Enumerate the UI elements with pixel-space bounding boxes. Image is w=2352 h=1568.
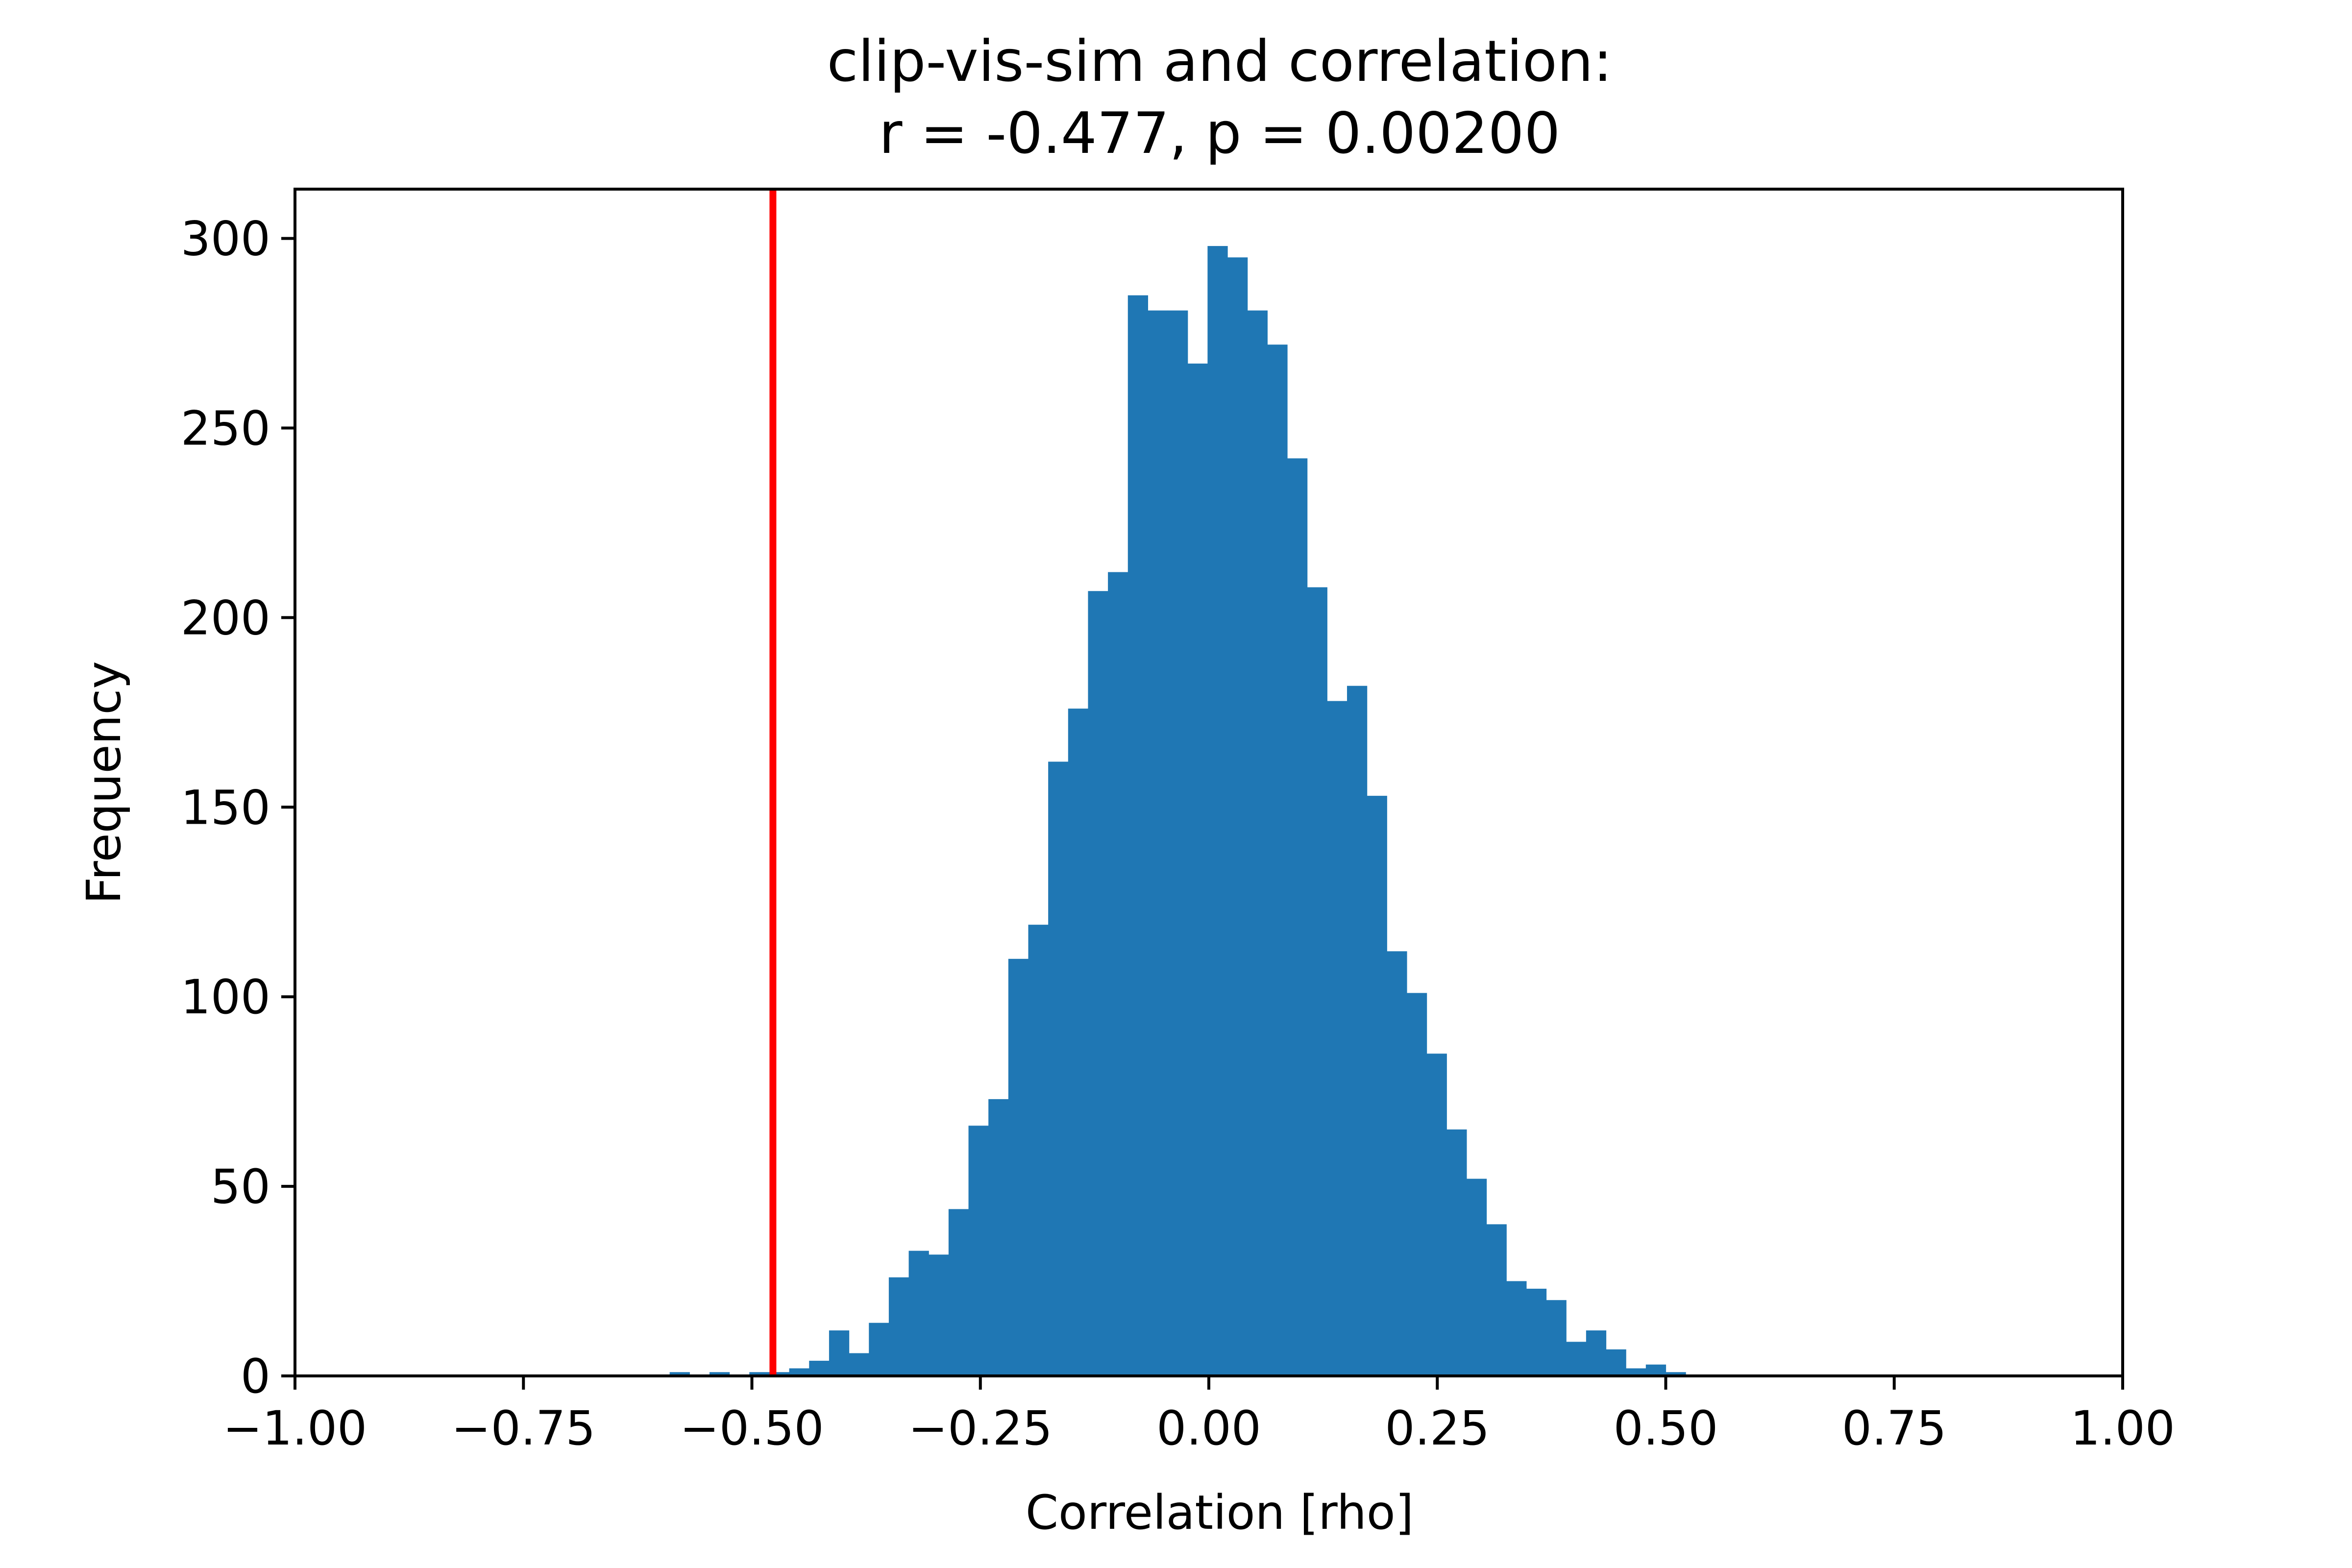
histogram-bar	[1247, 310, 1268, 1376]
chart-title-line-2: r = -0.477, p = 0.00200	[879, 100, 1561, 167]
histogram-bar	[929, 1254, 949, 1376]
histogram-bar	[1645, 1364, 1666, 1376]
histogram-bar	[948, 1209, 969, 1376]
histogram-bar	[1148, 310, 1168, 1376]
y-tick-label: 0	[241, 1349, 270, 1404]
chart-title-line-1: clip-vis-sim and correlation:	[827, 28, 1613, 95]
histogram-bar	[1566, 1342, 1587, 1376]
histogram-bar	[1506, 1281, 1527, 1376]
histogram-bar	[869, 1323, 889, 1376]
histogram-bar	[1606, 1349, 1626, 1376]
y-tick-label: 150	[181, 780, 270, 835]
histogram-bar	[1426, 1054, 1447, 1376]
histogram-bar	[1227, 257, 1248, 1376]
histogram-bar	[829, 1330, 850, 1376]
histogram-bar	[988, 1099, 1009, 1376]
histogram-bar	[1406, 993, 1427, 1376]
histogram-bar	[1626, 1368, 1646, 1376]
histogram-bar	[1526, 1289, 1547, 1376]
histogram-bar	[908, 1250, 929, 1376]
histogram-bar	[1347, 686, 1368, 1376]
histogram-bar	[1486, 1224, 1507, 1376]
x-tick-label: 0.00	[1156, 1401, 1261, 1456]
histogram-bar	[1108, 572, 1128, 1376]
histogram-bar	[1546, 1300, 1567, 1376]
y-tick-label: 100	[181, 970, 270, 1025]
y-tick-label: 250	[181, 401, 270, 456]
y-axis-label: Frequency	[76, 661, 131, 904]
histogram-bar	[749, 1372, 770, 1376]
histogram-bars	[669, 246, 1686, 1376]
histogram-bar	[809, 1361, 830, 1376]
x-tick-label: −0.75	[451, 1401, 595, 1456]
histogram-bar	[669, 1372, 690, 1376]
histogram-bar	[1267, 344, 1288, 1376]
y-tick-label: 50	[211, 1159, 270, 1214]
x-tick-label: 1.00	[2070, 1401, 2175, 1456]
chart-title: clip-vis-sim and correlation: r = -0.477…	[827, 28, 1613, 167]
x-tick-label: 0.75	[1842, 1401, 1947, 1456]
x-axis-label: Correlation [rho]	[1026, 1485, 1414, 1540]
histogram-bar	[1207, 246, 1228, 1376]
histogram-bar	[1187, 363, 1208, 1376]
histogram-bar	[1367, 796, 1387, 1376]
histogram-bar	[1446, 1129, 1467, 1376]
histogram-bar	[849, 1353, 869, 1376]
histogram-bar	[1307, 587, 1327, 1376]
y-tick-label: 200	[181, 590, 270, 645]
histogram-bar	[1127, 295, 1149, 1376]
histogram-bar	[1466, 1178, 1487, 1376]
histogram-bar	[1387, 951, 1407, 1376]
histogram-bar	[1068, 709, 1089, 1376]
histogram-bar	[1666, 1372, 1686, 1376]
histogram-bar	[1586, 1330, 1607, 1376]
x-tick-label: −0.50	[680, 1401, 824, 1456]
histogram-bar	[968, 1126, 989, 1376]
x-tick-label: 0.25	[1385, 1401, 1490, 1456]
histogram-bar	[888, 1277, 909, 1376]
y-tick-label: 300	[181, 212, 270, 267]
x-tick-label: −0.25	[908, 1401, 1053, 1456]
histogram-bar	[1327, 701, 1348, 1376]
histogram-bar	[769, 1372, 790, 1376]
histogram-bar	[1287, 458, 1308, 1376]
histogram-bar	[789, 1368, 809, 1376]
histogram-bar	[1008, 958, 1029, 1376]
x-tick-label: 0.50	[1614, 1401, 1718, 1456]
histogram-bar	[1048, 761, 1069, 1376]
histogram-bar	[1028, 925, 1049, 1376]
histogram-bar	[1088, 591, 1108, 1376]
x-axis: −1.00 −0.75 −0.50 −0.25 0.00 0.25 0.50 0.75 1.00	[223, 1376, 2175, 1456]
x-tick-label: −1.00	[223, 1401, 367, 1456]
y-axis: 0 50 100 150 200 250 300	[181, 212, 295, 1404]
histogram-bar	[1168, 310, 1188, 1376]
histogram-bar	[709, 1372, 730, 1376]
